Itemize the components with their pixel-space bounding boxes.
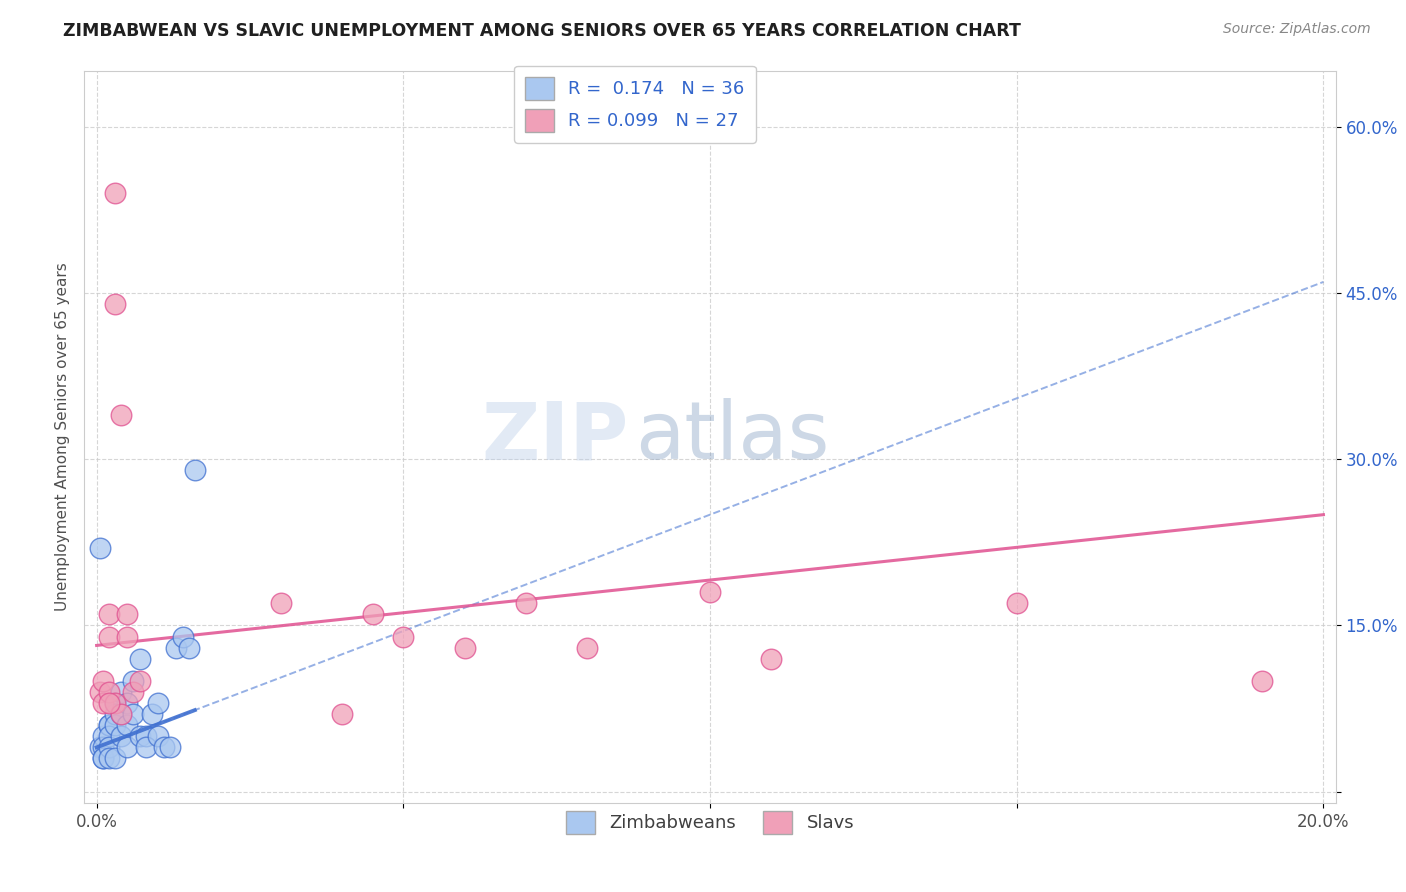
Point (97, 718, 120, 732)
Point (97, 751, 120, 765)
Point (104, 297, 127, 311)
Point (122, 685, 145, 699)
Text: Source: ZipAtlas.com: Source: ZipAtlas.com (1223, 22, 1371, 37)
Point (110, 729, 132, 743)
Point (104, 707, 127, 722)
Point (117, 740, 139, 755)
Point (146, 696, 169, 710)
Point (104, 718, 127, 732)
Point (104, 696, 127, 710)
Point (97, 696, 120, 710)
Point (117, 607, 139, 622)
Point (135, 740, 157, 755)
Point (97, 718, 120, 732)
Point (104, 751, 127, 765)
Point (97, 607, 120, 622)
Point (89, 740, 111, 755)
Point (330, 707, 353, 722)
Point (97, 740, 120, 755)
Point (1251, 673, 1274, 688)
Point (177, 640, 200, 655)
Point (104, 186, 127, 201)
Point (699, 585, 721, 599)
Point (165, 640, 187, 655)
Y-axis label: Unemployment Among Seniors over 65 years: Unemployment Among Seniors over 65 years (55, 263, 70, 611)
Point (128, 651, 150, 665)
Point (97, 685, 120, 699)
Point (91, 696, 114, 710)
Point (135, 729, 157, 743)
Point (89, 541, 111, 555)
Point (576, 640, 599, 655)
Point (515, 596, 537, 610)
Point (89, 685, 111, 699)
Point (153, 740, 176, 755)
Point (110, 707, 132, 722)
Point (117, 630, 139, 644)
Text: ZIMBABWEAN VS SLAVIC UNEMPLOYMENT AMONG SENIORS OVER 65 YEARS CORRELATION CHART: ZIMBABWEAN VS SLAVIC UNEMPLOYMENT AMONG … (63, 22, 1021, 40)
Point (117, 718, 139, 732)
Legend: Zimbabweans, Slavs: Zimbabweans, Slavs (558, 804, 862, 841)
Point (141, 707, 163, 722)
Point (270, 596, 292, 610)
Text: atlas: atlas (636, 398, 830, 476)
Point (453, 640, 475, 655)
Point (110, 707, 132, 722)
Point (91, 729, 114, 743)
Text: ZIP: ZIP (481, 398, 628, 476)
Point (110, 408, 132, 422)
Point (97, 729, 120, 743)
Point (361, 607, 384, 622)
Point (392, 630, 415, 644)
Point (128, 673, 150, 688)
Point (91, 751, 114, 765)
Point (91, 740, 114, 755)
Point (146, 729, 169, 743)
Point (184, 463, 207, 477)
Point (159, 740, 181, 755)
Point (104, 696, 127, 710)
Point (117, 696, 139, 710)
Point (91, 673, 114, 688)
Point (91, 751, 114, 765)
Point (122, 707, 145, 722)
Point (110, 685, 132, 699)
Point (761, 651, 783, 665)
Point (172, 630, 194, 644)
Point (1005, 596, 1028, 610)
Point (128, 729, 150, 743)
Point (97, 630, 120, 644)
Point (122, 673, 145, 688)
